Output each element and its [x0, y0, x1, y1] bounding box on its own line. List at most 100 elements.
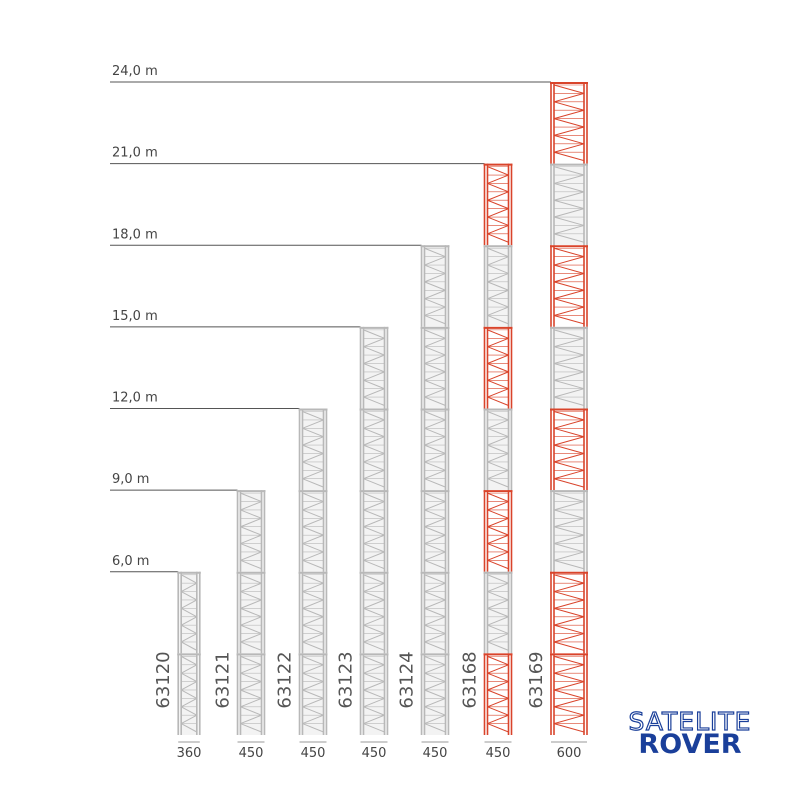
mast-brace: [302, 411, 324, 421]
mast-code: 63124: [397, 651, 418, 708]
mast-brace: [487, 664, 509, 674]
mast-brace: [424, 551, 446, 561]
mast-brace: [180, 706, 198, 716]
mast-brace: [553, 461, 585, 471]
mast-brace: [487, 363, 509, 373]
mast-brace: [553, 633, 585, 643]
mast-brace: [553, 337, 585, 348]
mast-brace: [302, 543, 324, 553]
mast-brace: [302, 582, 324, 593]
mast-brace: [424, 388, 446, 398]
mast-code: 63121: [213, 651, 234, 708]
mast: [359, 326, 389, 735]
mast-brace: [240, 591, 262, 601]
mast-brace: [553, 689, 585, 699]
mast-brace: [302, 714, 324, 725]
mast-code: 63120: [153, 651, 174, 708]
mast-brace: [553, 281, 585, 291]
mast-brace: [180, 697, 198, 708]
level-label: 9,0 m: [112, 472, 149, 487]
mast-brace: [302, 444, 324, 454]
mast-brace: [553, 664, 585, 674]
mast-brace: [363, 655, 385, 666]
mast-brace: [487, 624, 509, 635]
mast-brace: [487, 655, 509, 666]
mast-brace: [553, 526, 585, 536]
mast-brace: [180, 574, 198, 584]
mast-brace: [240, 714, 262, 725]
mast-brace: [302, 664, 324, 674]
mast-brace: [553, 444, 585, 454]
mast-code: 63123: [336, 651, 357, 708]
mast-brace: [553, 599, 585, 609]
mast-brace: [424, 723, 446, 733]
mast-brace: [363, 697, 385, 708]
mast-brace: [487, 478, 509, 488]
mast-brace: [487, 469, 509, 480]
mast-brace: [424, 517, 446, 528]
mast-brace: [180, 633, 198, 643]
mast-brace: [553, 84, 585, 94]
mast-brace: [180, 664, 198, 674]
mast-brace: [424, 534, 446, 545]
mast-brace: [424, 272, 446, 283]
mast-brace: [487, 517, 509, 528]
mast-brace: [240, 607, 262, 618]
mast-brace: [424, 478, 446, 488]
mast-brace: [302, 599, 324, 609]
mast-brace: [553, 427, 585, 438]
mast-brace: [487, 346, 509, 356]
mast-brace: [424, 281, 446, 291]
mast-brace: [424, 315, 446, 325]
mast-brace: [240, 689, 262, 699]
mast-brace: [302, 616, 324, 626]
mast-brace: [487, 337, 509, 348]
mast-brace: [363, 396, 385, 406]
mast-brace: [487, 526, 509, 536]
mast-brace: [302, 697, 324, 708]
mast-brace: [553, 306, 585, 316]
mast-width: 360: [177, 746, 202, 761]
mast-brace: [487, 641, 509, 651]
mast-brace: [424, 363, 446, 373]
mast-brace: [487, 607, 509, 618]
mast-brace: [553, 216, 585, 226]
mast-brace: [302, 478, 324, 488]
mast-brace: [424, 664, 446, 674]
mast-brace: [487, 315, 509, 325]
mast-brace: [363, 607, 385, 618]
mast-brace: [363, 363, 385, 373]
mast-brace: [553, 396, 585, 406]
mast-brace: [487, 689, 509, 699]
mast-brace: [553, 607, 585, 618]
mast-brace: [487, 453, 509, 463]
mast-brace: [553, 174, 585, 184]
mast-brace: [302, 574, 324, 584]
mast-brace: [363, 616, 385, 626]
mast-brace: [302, 509, 324, 519]
mast-brace: [487, 672, 509, 683]
level-label: 6,0 m: [112, 554, 149, 569]
mast-brace: [553, 191, 585, 201]
mast-brace: [363, 714, 385, 725]
mast-brace: [487, 329, 509, 339]
mast-brace: [424, 559, 446, 570]
mast-brace: [553, 641, 585, 651]
mast-brace: [240, 501, 262, 511]
mast: [420, 245, 450, 735]
mast-brace: [553, 436, 585, 446]
mast-brace: [424, 706, 446, 716]
mast-brace: [424, 697, 446, 708]
level-label: 15,0 m: [112, 309, 158, 324]
mast-brace: [363, 689, 385, 699]
mast-brace: [553, 346, 585, 356]
mast-brace: [487, 216, 509, 226]
mast-brace: [487, 306, 509, 316]
mast-brace: [487, 354, 509, 364]
mast-brace: [487, 492, 509, 502]
mast: [483, 163, 513, 735]
mast-brace: [553, 314, 585, 325]
mast-brace: [487, 574, 509, 584]
mast-brace: [553, 143, 585, 153]
mast-brace: [363, 478, 385, 488]
